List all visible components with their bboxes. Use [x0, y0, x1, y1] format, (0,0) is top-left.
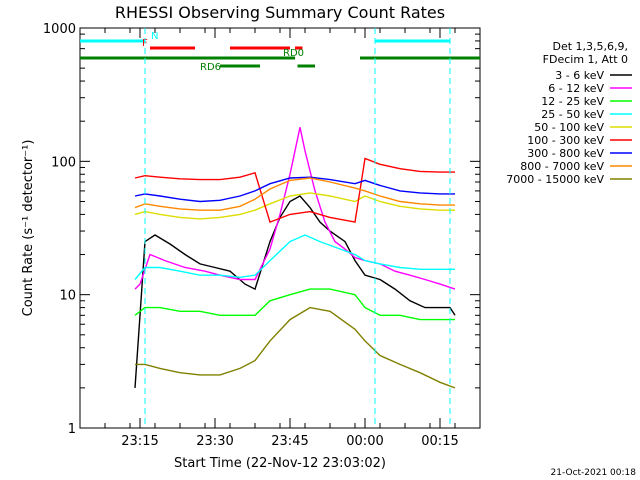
series-line-0: [134, 195, 456, 388]
y-tick-label: 10: [59, 289, 76, 304]
footer-date: 21-Oct-2021 00:18: [550, 468, 636, 478]
series-line-7: [134, 177, 455, 211]
legend-entry: 100 - 300 keV: [527, 134, 604, 147]
axes: 1 10 100 1000 23:15 23:30 23:45 00:00 00:15: [43, 22, 481, 449]
x-tick-label: 23:45: [271, 434, 308, 449]
series-line-1: [134, 127, 456, 290]
legend-entry: 50 - 100 keV: [534, 121, 604, 134]
series-line-2: [134, 288, 455, 321]
status-bars: NFRD0RD6: [80, 28, 480, 428]
x-axis-label: Start Time (22-Nov-12 23:03:02): [174, 456, 386, 471]
series-line-8: [135, 306, 456, 389]
x-tick-label: 23:15: [121, 434, 158, 449]
series-line-3: [134, 234, 455, 280]
series-line-6: [134, 176, 455, 203]
legend-header: FDecim 1, Att 0: [543, 53, 628, 66]
status-label: RD0: [283, 48, 304, 59]
y-axis-label: Count Rate (s⁻¹ detector⁻¹): [21, 140, 36, 317]
chart-title: RHESSI Observing Summary Count Rates: [115, 3, 445, 22]
plot-frame: [79, 27, 481, 429]
series-layer: [134, 127, 456, 389]
legend-entry: 7000 - 15000 keV: [506, 173, 604, 186]
legend-entry: 800 - 7000 keV: [520, 160, 604, 173]
status-label: RD6: [200, 62, 221, 73]
x-tick-label: 00:00: [346, 434, 383, 449]
legend-entry: 3 - 6 keV: [555, 69, 604, 82]
legend-entry: 300 - 800 keV: [527, 147, 604, 160]
x-tick-label: 00:15: [421, 434, 458, 449]
y-tick-label: 1000: [43, 22, 76, 37]
y-tick-label: 100: [51, 155, 76, 170]
legend-entry: 25 - 50 keV: [541, 108, 604, 121]
x-tick-label: 23:30: [196, 434, 233, 449]
status-label: N: [151, 31, 158, 42]
legend: Det 1,3,5,6,9,FDecim 1, Att 0 3 - 6 keV6 …: [506, 40, 632, 186]
series-line-5: [134, 157, 455, 224]
legend-entry: 6 - 12 keV: [548, 82, 604, 95]
legend-header: Det 1,3,5,6,9,: [552, 40, 628, 53]
y-tick-label: 1: [68, 422, 76, 437]
legend-entry: 12 - 25 keV: [541, 95, 604, 108]
series-line-4: [134, 192, 455, 220]
